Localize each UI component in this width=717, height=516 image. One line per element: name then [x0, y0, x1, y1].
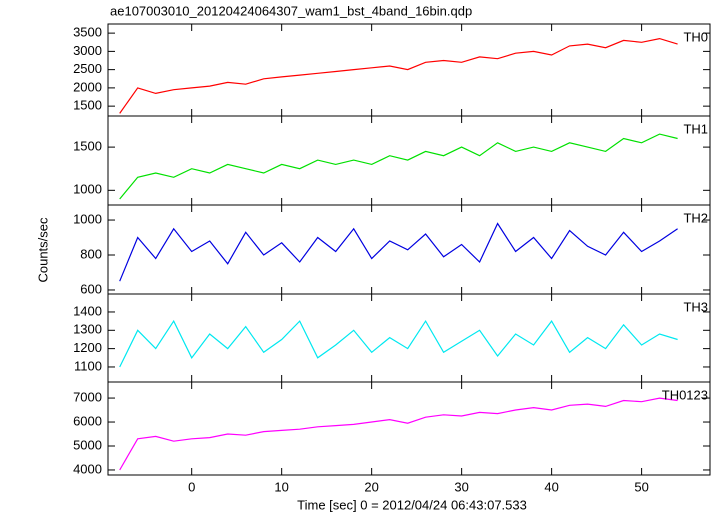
- series-label: TH0: [683, 29, 708, 44]
- y-tick-label: 2500: [73, 61, 102, 76]
- y-tick-label: 1200: [73, 340, 102, 355]
- y-tick-label: 7000: [73, 389, 102, 404]
- y-tick-label: 5000: [73, 437, 102, 452]
- y-tick-label: 1300: [73, 322, 102, 337]
- panel-frame: [107, 115, 711, 206]
- x-tick-label: 30: [454, 479, 468, 494]
- y-tick-label: 4000: [73, 461, 102, 476]
- x-tick-label: 50: [634, 479, 648, 494]
- y-tick-label: 1000: [73, 211, 102, 226]
- series-label: TH1: [683, 121, 708, 136]
- x-tick-label: 0: [188, 479, 195, 494]
- y-tick-label: 1400: [73, 303, 102, 318]
- x-tick-label: 20: [364, 479, 378, 494]
- y-tick-label: 1500: [73, 139, 102, 154]
- x-tick-label: 40: [544, 479, 558, 494]
- series-label: TH0123: [662, 387, 708, 402]
- series-label: TH2: [683, 210, 708, 225]
- y-tick-label: 1500: [73, 98, 102, 113]
- y-axis-label: Counts/sec: [35, 217, 50, 283]
- panel-frame: [107, 381, 711, 476]
- series-line: [119, 37, 678, 114]
- series-line: [119, 133, 678, 200]
- panel-frame: [107, 204, 711, 295]
- series-line: [119, 397, 678, 471]
- y-tick-label: 6000: [73, 413, 102, 428]
- series-line: [119, 319, 678, 368]
- y-tick-label: 2000: [73, 79, 102, 94]
- panel-frame: [107, 23, 711, 117]
- series-label: TH3: [683, 299, 708, 314]
- y-tick-label: 3500: [73, 25, 102, 40]
- y-tick-label: 3000: [73, 43, 102, 58]
- series-line: [119, 222, 678, 282]
- x-axis-label: Time [sec] 0 = 2012/04/24 06:43:07.533: [297, 497, 527, 512]
- panel-frame: [107, 293, 711, 383]
- y-tick-label: 600: [80, 281, 102, 296]
- y-tick-label: 1100: [74, 358, 102, 373]
- y-tick-label: 800: [80, 246, 102, 261]
- y-tick-label: 1000: [73, 182, 102, 197]
- x-tick-label: 10: [274, 479, 288, 494]
- chart-title: ae107003010_20120424064307_wam1_bst_4ban…: [110, 3, 472, 18]
